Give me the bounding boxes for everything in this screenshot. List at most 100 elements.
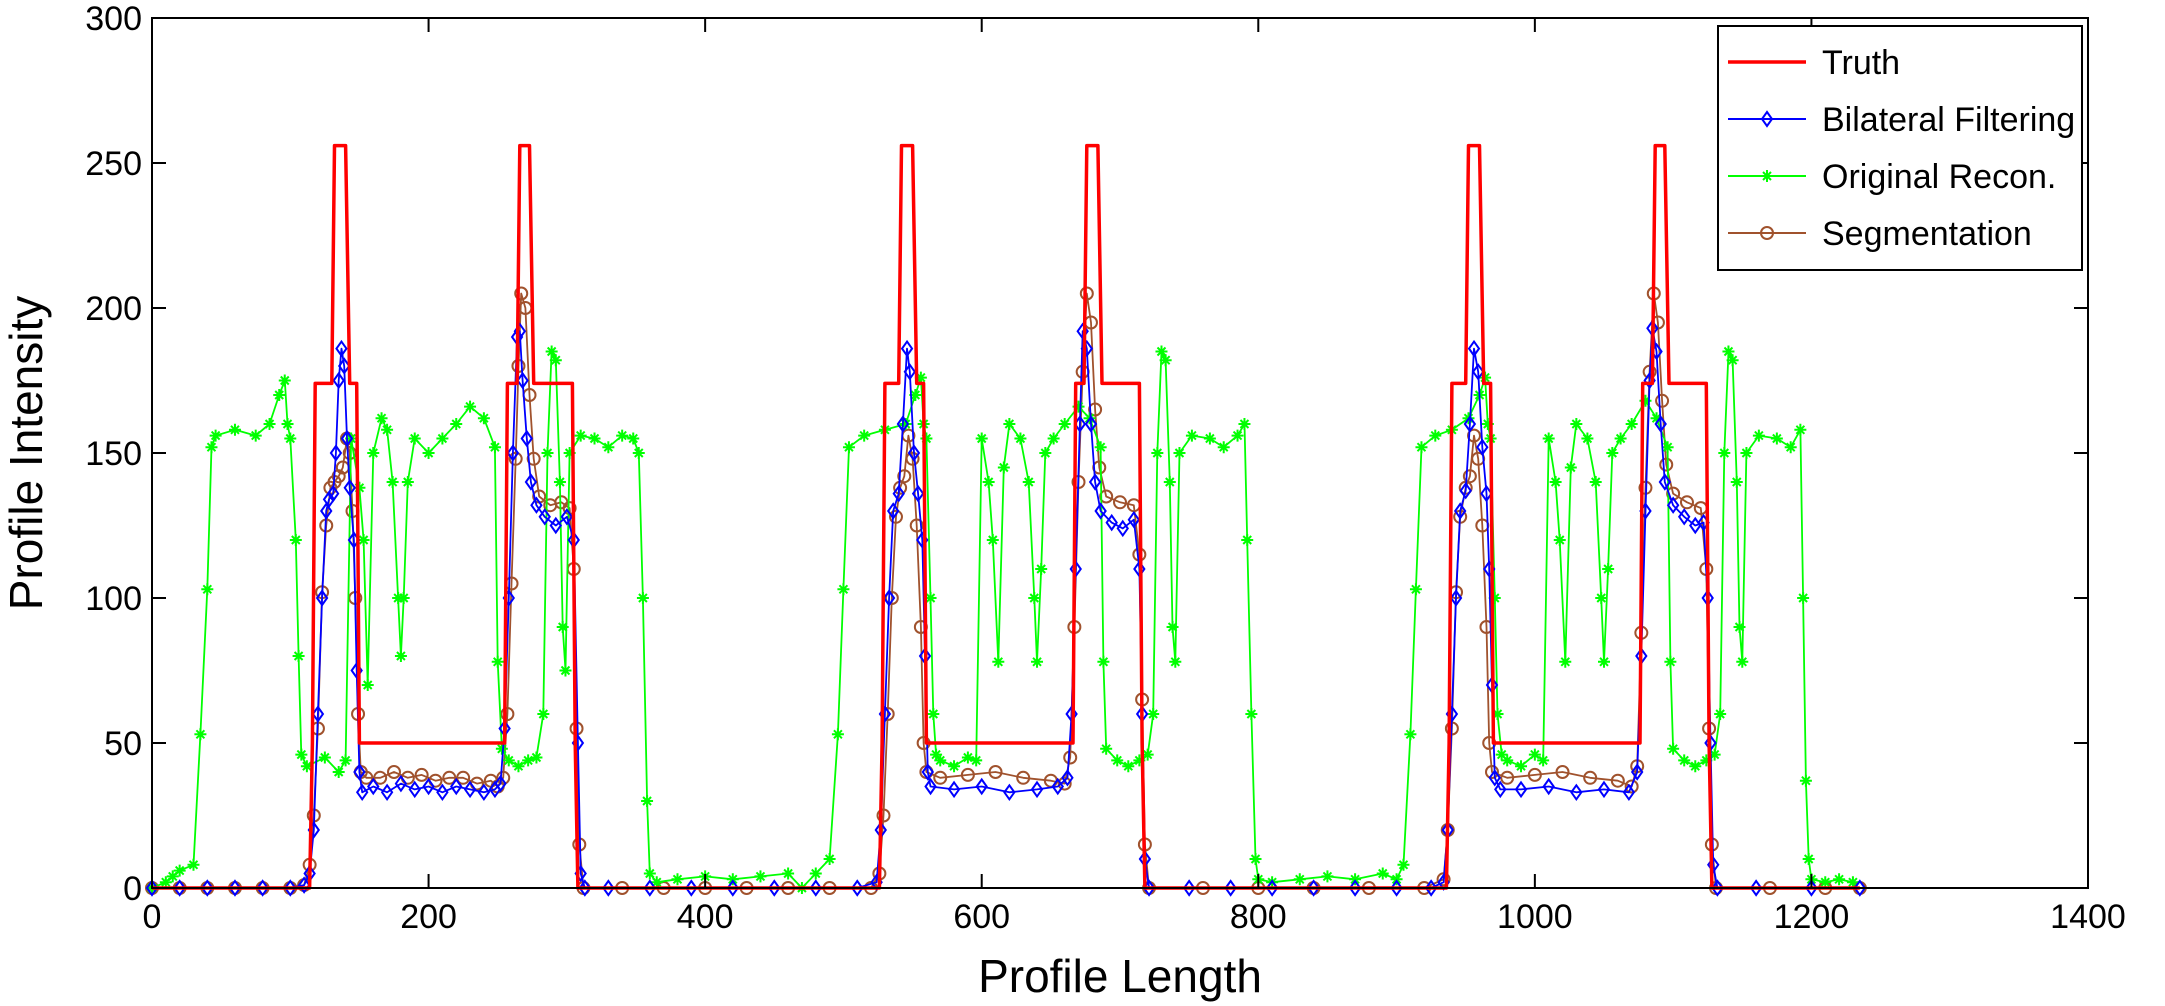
data-point-original-recon [1752,429,1765,442]
data-point-original-recon [159,876,172,889]
data-point-original-recon [1133,754,1146,767]
data-point-bilateral-filtering [643,879,657,897]
data-point-original-recon [1501,754,1514,767]
data-point-bilateral-filtering [1476,438,1489,456]
data-point-original-recon [1415,441,1428,454]
data-point-bilateral-filtering [726,879,740,897]
data-point-segmentation [1088,402,1103,417]
data-point-bilateral-filtering [921,763,935,781]
y-tick-label: 0 [123,870,142,908]
data-point-bilateral-filtering [1494,780,1507,799]
data-point-bilateral-filtering [408,780,421,799]
data-point-bilateral-filtering [1449,589,1463,607]
y-tick-label: 250 [85,145,142,183]
data-point-bilateral-filtering [1463,415,1477,433]
data-point-original-recon [408,432,421,445]
data-point-bilateral-filtering [1127,510,1141,529]
data-point-original-recon [559,664,572,677]
data-point-original-recon [616,429,629,442]
data-point-original-recon [488,441,501,454]
data-point-original-recon [194,728,207,741]
data-point-original-recon [1700,754,1713,767]
data-point-original-recon [574,429,587,442]
data-point-segmentation [1679,495,1694,510]
data-point-original-recon [970,754,983,767]
data-point-bilateral-filtering [1630,763,1644,781]
series-line-truth [152,143,1860,890]
data-point-original-recon [1625,418,1638,430]
data-point-original-recon [1003,418,1016,430]
data-point-original-recon [357,534,370,546]
data-point-original-recon [823,853,836,865]
data-point-original-recon [537,708,550,720]
data-point-bilateral-filtering [311,705,325,723]
data-point-original-recon [386,476,399,488]
data-point-original-recon [201,583,214,596]
data-point-original-recon [1241,534,1254,546]
data-point-bilateral-filtering [506,444,520,462]
data-point-original-recon [641,795,654,807]
data-point-original-recon [1784,441,1797,454]
data-point-original-recon [924,592,937,604]
data-point-original-recon [1740,447,1753,459]
data-point-original-recon [1238,418,1251,430]
data-point-original-recon [300,760,313,773]
data-point-bilateral-filtering [494,774,507,793]
data-point-original-recon [909,389,922,401]
data-point-original-recon [1589,476,1602,488]
data-point-bilateral-filtering [1224,879,1237,897]
data-point-original-recon [541,447,554,459]
data-point-bilateral-filtering [1265,879,1279,897]
data-point-original-recon [295,748,308,761]
data-point-original-recon [1846,876,1859,889]
data-point-bilateral-filtering [1094,502,1107,520]
data-point-bilateral-filtering [450,777,463,796]
data-point-original-recon [1602,563,1615,575]
data-point-bilateral-filtering [520,429,533,448]
data-point-segmentation [1555,765,1570,779]
data-point-segmentation [514,286,529,301]
data-point-bilateral-filtering [809,879,822,897]
data-point-original-recon [1028,592,1041,604]
data-point-original-recon [353,481,366,494]
data-point-original-recon [1488,592,1501,604]
y-tick-label: 150 [85,435,142,473]
data-point-bilateral-filtering [1459,481,1472,500]
data-point-bilateral-filtering [851,879,864,897]
data-point-bilateral-filtering [326,484,340,503]
legend-label-bilateral-filtering: Bilateral Filtering [1822,101,2075,139]
legend-marker-bilateral-filtering [1760,110,1774,128]
data-point-segmentation [988,765,1003,779]
data-point-original-recon [332,766,345,778]
data-point-original-recon [450,418,463,430]
data-point-segmentation [414,767,429,782]
data-point-original-recon [1667,742,1680,755]
data-point-bilateral-filtering [886,502,900,520]
data-point-original-recon [975,432,988,445]
data-point-bilateral-filtering [463,780,477,799]
data-point-original-recon [627,432,640,445]
data-point-bilateral-filtering [1348,879,1362,897]
data-point-bilateral-filtering [1622,783,1636,802]
data-point-original-recon [249,429,262,442]
data-point-segmentation [876,808,891,823]
data-point-original-recon [1155,345,1168,358]
data-point-bilateral-filtering [685,879,698,897]
data-point-original-recon [397,592,410,604]
data-point-original-recon [986,534,999,546]
data-point-bilateral-filtering [892,484,905,503]
data-point-original-recon [422,447,435,459]
data-point-original-recon [1726,354,1739,367]
data-point-original-recon [602,441,615,454]
data-point-segmentation [1527,767,1542,782]
data-point-original-recon [831,728,844,741]
data-point-original-recon [477,412,490,425]
x-tick-label: 1200 [1774,898,1850,936]
data-point-bilateral-filtering [1597,780,1611,799]
data-point-bilateral-filtering [201,879,214,897]
data-point-original-recon [1495,748,1508,761]
data-point-bilateral-filtering [367,777,380,796]
data-point-original-recon [1022,476,1035,488]
data-point-segmentation [960,767,975,782]
data-point-original-recon [1039,447,1052,459]
